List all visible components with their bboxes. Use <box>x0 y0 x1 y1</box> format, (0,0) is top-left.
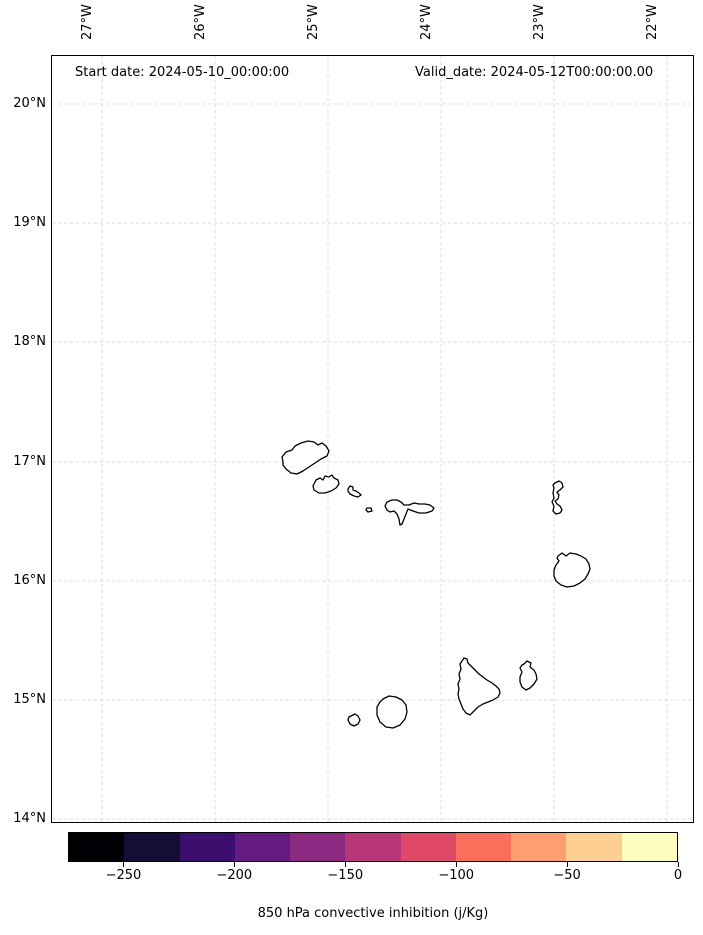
y-tick-label: 18°N <box>13 334 46 349</box>
colorbar-tick-mark <box>344 862 346 867</box>
x-tick-label: 27°W <box>79 4 95 40</box>
colorbar-segment <box>621 833 677 861</box>
colorbar-tick-label: −250 <box>105 868 142 883</box>
x-tick-label: 23°W <box>531 4 547 40</box>
x-tick-label: 22°W <box>644 4 660 40</box>
colorbar-tick-label: −50 <box>553 868 581 883</box>
x-tick-label: 25°W <box>305 4 321 40</box>
colorbar-segment <box>455 833 512 861</box>
colorbar-segment <box>234 833 291 861</box>
colorbar-segment <box>69 833 125 861</box>
island-sao-nicolau <box>384 499 435 526</box>
y-tick-label: 15°N <box>13 692 46 707</box>
island-santiago <box>457 657 501 716</box>
y-tick-label: 17°N <box>13 454 46 469</box>
colorbar <box>68 832 678 862</box>
y-tick-label: 16°N <box>13 573 46 588</box>
y-tick-label: 20°N <box>13 96 46 111</box>
colorbar-segment <box>511 833 567 861</box>
colorbar-segment <box>179 833 235 861</box>
colorbar-segment <box>345 833 401 861</box>
island-raso-islet <box>365 507 373 513</box>
colorbar-tick-label: −150 <box>327 868 364 883</box>
colorbar-label: 850 hPa convective inhibition (j/Kg) <box>257 906 489 921</box>
colorbar-tick-mark <box>122 862 124 867</box>
map-frame <box>51 55 694 823</box>
colorbar-tick-mark <box>455 862 457 867</box>
start-date-label: Start date: 2024-05-10_00:00:00 <box>75 65 290 80</box>
island-santa-luzia <box>347 485 362 498</box>
island-boa-vista <box>553 552 591 588</box>
y-tick-label: 14°N <box>13 811 46 826</box>
island-sao-vicente <box>312 474 340 494</box>
colorbar-segment <box>566 833 622 861</box>
colorbar-segment <box>400 833 456 861</box>
colorbar-tick-mark <box>566 862 568 867</box>
map-canvas <box>52 56 694 822</box>
colorbar-tick-label: −100 <box>438 868 475 883</box>
island-santo-antao <box>281 440 330 475</box>
island-maio <box>519 660 538 691</box>
colorbar-tick-label: −200 <box>216 868 253 883</box>
colorbar-tick-mark <box>677 862 679 867</box>
colorbar-segment <box>290 833 346 861</box>
colorbar-segment <box>124 833 180 861</box>
colorbar-tick-label: 0 <box>673 868 683 883</box>
island-fogo <box>376 695 408 729</box>
island-brava <box>347 713 361 727</box>
valid-date-label: Valid_date: 2024-05-12T00:00:00.00 <box>415 65 654 80</box>
x-tick-label: 24°W <box>418 4 434 40</box>
island-sal <box>551 480 564 515</box>
y-tick-label: 19°N <box>13 215 46 230</box>
colorbar-tick-mark <box>233 862 235 867</box>
x-tick-label: 26°W <box>192 4 208 40</box>
